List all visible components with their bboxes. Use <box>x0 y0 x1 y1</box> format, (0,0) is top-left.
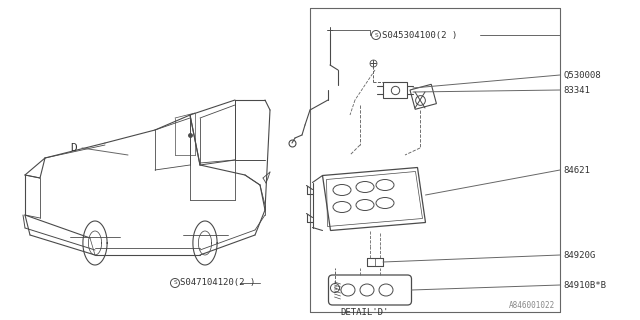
Text: 84920G: 84920G <box>563 251 595 260</box>
Bar <box>383 82 407 98</box>
Text: D: D <box>70 143 77 153</box>
Text: S: S <box>173 281 177 285</box>
Text: S: S <box>333 285 337 291</box>
Text: Q530008: Q530008 <box>563 70 600 79</box>
Text: S047104120(2 ): S047104120(2 ) <box>180 278 255 287</box>
Text: 83341: 83341 <box>563 85 590 94</box>
Text: DETAIL'D': DETAIL'D' <box>341 308 389 317</box>
Text: S045304100(2 ): S045304100(2 ) <box>382 30 457 39</box>
Text: 84621: 84621 <box>563 165 590 174</box>
Text: 84910B*B: 84910B*B <box>563 281 606 290</box>
Text: S: S <box>374 33 378 37</box>
Text: A846001022: A846001022 <box>509 301 555 310</box>
Bar <box>410 84 436 109</box>
